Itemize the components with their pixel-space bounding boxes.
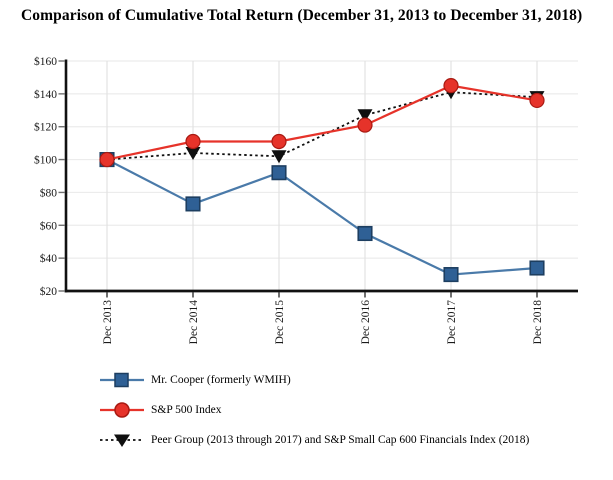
series-line <box>106 84 538 161</box>
square-marker-icon <box>100 372 144 387</box>
y-tick-label: $60 <box>40 219 58 232</box>
series-marker-triangle-down <box>271 150 287 164</box>
series-marker-circle <box>271 133 287 150</box>
x-tick-label: Dec 2014 <box>188 300 200 345</box>
series-marker-circle <box>99 151 115 168</box>
series-marker-square <box>185 196 201 212</box>
x-tick-label: Dec 2015 <box>274 300 286 345</box>
legend-item-sp500: S&P 500 Index <box>99 401 529 418</box>
y-tick-label: $140 <box>34 88 57 101</box>
series-marker-square <box>271 165 287 181</box>
series-line <box>106 91 538 161</box>
legend-item-peer-group: Peer Group (2013 through 2017) and S&P S… <box>99 431 529 448</box>
x-tick-label: Dec 2017 <box>446 300 458 345</box>
series-line <box>106 158 538 276</box>
circle-marker-icon <box>100 401 144 418</box>
legend-label-peer-group: Peer Group (2013 through 2017) and S&P S… <box>151 433 530 446</box>
x-tick-label: Dec 2016 <box>360 300 372 345</box>
chart-canvas: $20 $40 $60 $80 $100 $120 $140 $160 Dec 2013 Dec … <box>34 55 578 345</box>
y-tick-label: $100 <box>34 154 57 167</box>
x-tick-label: Dec 2013 <box>102 300 114 345</box>
series-marker-square <box>443 267 459 283</box>
legend-item-mr-cooper: Mr. Cooper (formerly WMIH) <box>99 371 529 388</box>
series-marker-square <box>357 225 373 242</box>
series-marker-triangle-down <box>357 109 373 123</box>
x-tick-label: Dec 2018 <box>532 300 544 345</box>
series-marker-circle <box>185 133 201 150</box>
chart-legend: Mr. Cooper (formerly WMIH) S&P 500 Index… <box>99 371 529 461</box>
y-tick-label: $20 <box>40 285 58 298</box>
legend-label-sp500: S&P 500 Index <box>151 403 222 416</box>
triangle-down-marker-icon <box>100 434 144 447</box>
series-marker-triangle-down <box>185 147 201 160</box>
series-marker-square <box>529 260 545 276</box>
chart-title: Comparison of Cumulative Total Return (D… <box>21 7 583 24</box>
y-tick-label: $40 <box>40 252 58 265</box>
y-tick-label: $80 <box>40 186 58 199</box>
series-marker-circle <box>529 92 545 109</box>
series-marker-circle <box>357 117 373 133</box>
y-tick-label: $160 <box>34 55 57 68</box>
y-tick-label: $120 <box>34 121 57 134</box>
legend-label-mr-cooper: Mr. Cooper (formerly WMIH) <box>151 373 291 386</box>
series-marker-circle <box>443 78 459 94</box>
